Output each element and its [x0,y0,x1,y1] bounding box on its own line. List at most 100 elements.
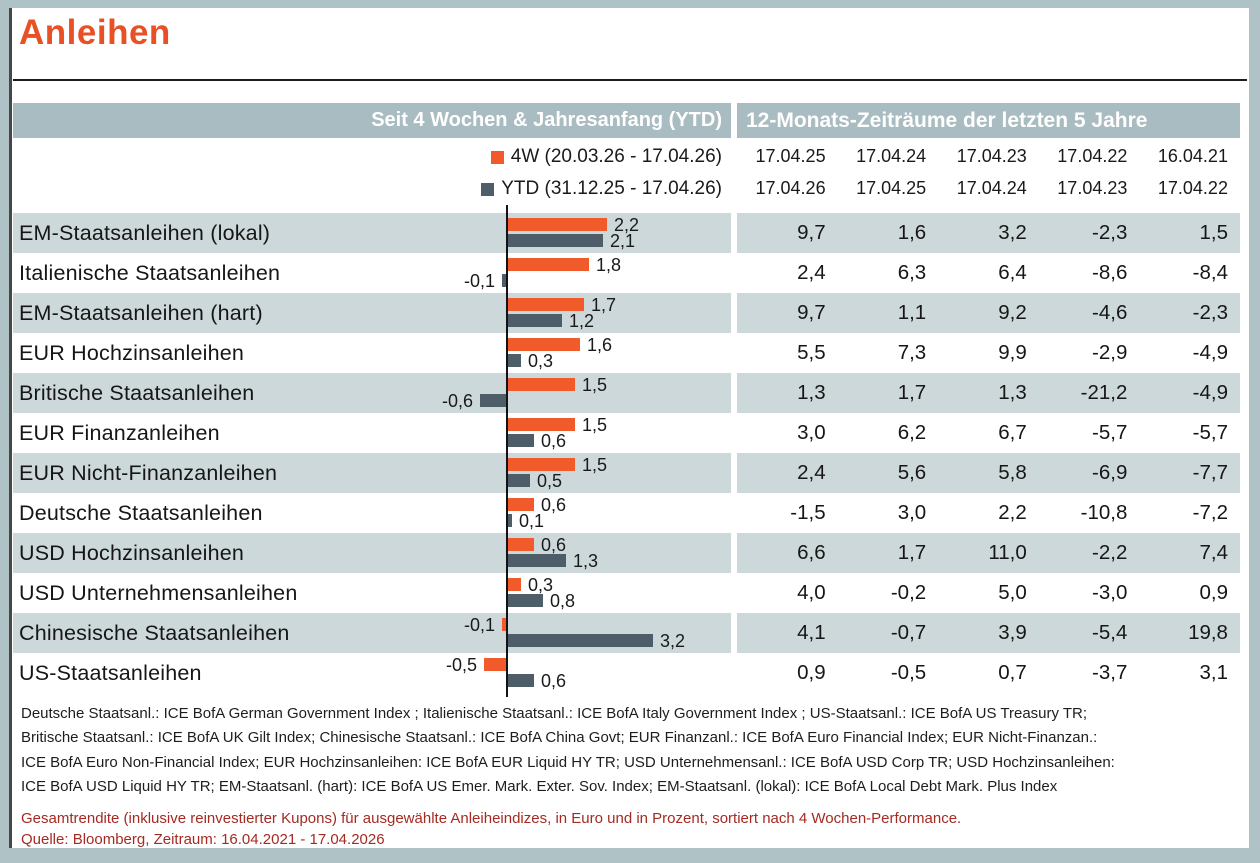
period-return-value: 5,6 [897,461,927,484]
bar-ytd [507,554,566,567]
row-label: EM-Staatsanleihen (lokal) [19,221,271,245]
footnote-line: Britische Staatsanl.: ICE BofA UK Gilt I… [21,729,1098,747]
period-return-value: 19,8 [1188,621,1228,644]
period-return-value: 6,7 [998,421,1027,444]
report-page: Anleihen Seit 4 Wochen & Jahresanfang (Y… [12,8,1249,848]
period-return-value: -2,3 [1092,221,1128,244]
source-line: Gesamtrendite (inklusive reinvestierter … [21,810,962,827]
period-return-value: -3,0 [1092,581,1128,604]
period-end-date: 17.04.22 [1157,178,1228,198]
bar-4w [507,418,575,431]
period-return-value: 6,4 [998,261,1027,284]
period-return-value: 3,0 [797,421,826,444]
period-return-value: 6,3 [897,261,927,284]
bar-ytd [507,674,534,687]
bar-4w [507,458,575,471]
row-values-cell: 0,9 -0,5 0,7 -3,7 3,1 [737,653,1240,693]
period-return-value: -7,7 [1192,461,1228,484]
row-values-cell: 6,6 1,7 11,0 -2,2 7,4 [737,533,1240,573]
period-return-value: 5,0 [998,581,1027,604]
period-return-value: -5,7 [1092,421,1128,444]
period-start-date: 17.04.22 [1057,146,1128,166]
legend-swatch-ytd-icon [481,182,495,196]
period-start-date: 17.04.23 [956,146,1027,166]
bar-label-4w: 0,6 [541,495,567,515]
row-values-cell: 5,5 7,3 9,9 -2,9 -4,9 [737,333,1240,373]
bar-ytd [480,394,507,407]
bar-label-4w: 1,5 [582,415,608,435]
row-chart-cell: USD Hochzinsanleihen 0,6 1,3 [13,533,731,573]
period-return-value: 7,4 [1199,541,1228,564]
period-return-value: -4,6 [1092,301,1128,324]
period-return-value: 5,8 [998,461,1027,484]
legend-swatch-4w-icon [490,150,504,164]
period-return-value: 3,1 [1199,661,1228,684]
table-row: EUR Finanzanleihen 1,5 0,6 3,0 6,2 6,7 -5,7 -5,… [13,413,1240,453]
bar-label-4w: 0,6 [541,535,567,555]
row-label: USD Unternehmensanleihen [19,581,298,605]
bar-ytd [507,314,562,327]
period-return-value: 5,5 [797,341,826,364]
bar-4w [507,498,534,511]
period-return-value: 3,0 [897,501,927,524]
period-return-value: 11,0 [988,541,1027,564]
bar-label-ytd: 0,8 [550,591,576,611]
bar-ytd [502,274,507,287]
row-values-cell: 9,7 1,1 9,2 -4,6 -2,3 [737,293,1240,333]
table-row: USD Unternehmensanleihen 0,3 0,8 4,0 -0,2 5,0… [13,573,1240,613]
footnote-line: Deutsche Staatsanl.: ICE BofA German Gov… [21,705,1088,722]
period-start-date: 17.04.24 [856,146,927,166]
row-chart-cell: EUR Nicht-Finanzanleihen 1,5 0,5 [13,453,731,493]
period-end-date: 17.04.26 [755,178,826,198]
period-return-value: -7,2 [1192,501,1228,524]
row-chart-cell: US-Staatsanleihen -0,5 0,6 [13,653,731,693]
table-row: USD Hochzinsanleihen 0,6 1,3 6,6 1,7 11,0 -2,2… [13,533,1240,573]
period-return-value: -21,2 [1080,381,1128,404]
index-footnotes: Deutsche Staatsanl.: ICE BofA German Gov… [21,702,1115,799]
table-row: Deutsche Staatsanleihen 0,6 0,1 -1,5 3,0 2,2-… [13,493,1240,533]
bar-label-4w: 1,5 [582,455,608,475]
period-return-value: 3,2 [998,221,1027,244]
page-left-edge [9,8,12,848]
bar-4w [507,338,580,351]
period-end-date: 17.04.23 [1057,178,1128,198]
table-row: Britische Staatsanleihen 1,5 -0,6 1,3 1,7 1,3… [13,373,1240,413]
row-label: EUR Hochzinsanleihen [19,341,245,365]
row-label: EUR Nicht-Finanzanleihen [19,461,278,485]
legend-item-ytd: YTD (31.12.25 - 17.04.26) [13,178,731,200]
period-return-value: -1,5 [790,501,826,524]
period-return-value: -6,9 [1092,461,1128,484]
row-chart-cell: EM-Staatsanleihen (lokal) 2,2 2,1 [13,213,731,253]
period-return-value: 1,7 [897,541,927,564]
period-return-value: 7,3 [897,341,927,364]
row-values-cell: -1,5 3,0 2,2 -10,8 -7,2 [737,493,1240,533]
row-label: EUR Finanzanleihen [19,421,220,445]
period-return-value: -4,9 [1192,341,1228,364]
bar-ytd [507,474,530,487]
bar-4w [507,578,521,591]
bar-ytd [507,594,543,607]
page-title: Anleihen [19,13,171,52]
row-values-cell: 4,1 -0,7 3,9 -5,4 19,8 [737,613,1240,653]
period-return-value: -3,7 [1092,661,1128,684]
bar-4w [507,218,607,231]
period-end-date: 17.04.24 [956,178,1027,198]
period-return-value: 1,3 [998,381,1027,404]
bar-label-4w: -0,1 [463,615,495,635]
row-values-cell: 9,7 1,6 3,2 -2,3 1,5 [737,213,1240,253]
bar-label-ytd: 0,3 [528,351,554,371]
bar-ytd [507,234,603,247]
row-values-cell: 3,0 6,2 6,7 -5,7 -5,7 [737,413,1240,453]
bar-label-ytd: 0,5 [537,471,563,491]
bar-label-4w: 2,2 [614,215,640,235]
row-chart-cell: Deutsche Staatsanleihen 0,6 0,1 [13,493,731,533]
period-return-value: 1,3 [797,381,826,404]
bar-4w [507,538,534,551]
footnote-line: ICE BofA USD Liquid HY TR; EM-Staatsanl.… [21,777,1058,795]
period-end-dates-row: 17.04.26 17.04.25 17.04.24 17.04.23 17.04.22 [737,178,1240,200]
row-chart-cell: USD Unternehmensanleihen 0,3 0,8 [13,573,731,613]
period-return-value: 0,9 [1199,581,1228,604]
table-row: EM-Staatsanleihen (hart) 1,7 1,2 9,7 1,1 9,2 -… [13,293,1240,333]
bar-label-ytd: 1,3 [573,551,599,571]
zero-axis-line [506,205,508,697]
